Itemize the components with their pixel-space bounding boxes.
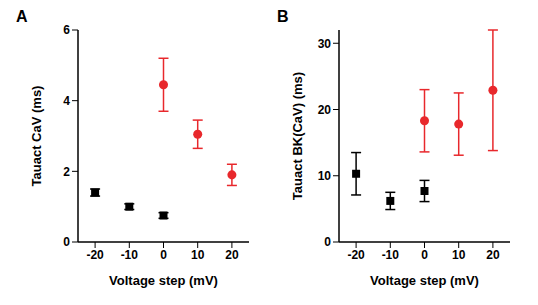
svg-text:Tauact CaV (ms): Tauact CaV (ms) bbox=[29, 86, 44, 187]
html-text:A: A bbox=[16, 8, 28, 25]
svg-text:10: 10 bbox=[318, 169, 332, 183]
html-text:B: B bbox=[277, 8, 289, 25]
svg-text:20: 20 bbox=[225, 248, 239, 262]
svg-text:Tauact BK(CaV) (ms): Tauact BK(CaV) (ms) bbox=[290, 72, 305, 200]
svg-text:0: 0 bbox=[160, 248, 167, 262]
svg-text:10: 10 bbox=[452, 248, 466, 262]
svg-text:20: 20 bbox=[318, 103, 332, 117]
svg-text:10: 10 bbox=[191, 248, 205, 262]
svg-text:4: 4 bbox=[63, 94, 70, 108]
svg-text:6: 6 bbox=[63, 23, 70, 37]
svg-text:30: 30 bbox=[318, 37, 332, 51]
svg-text:Voltage step (mV): Voltage step (mV) bbox=[370, 273, 479, 288]
svg-text:0: 0 bbox=[324, 235, 331, 249]
svg-text:20: 20 bbox=[486, 248, 500, 262]
svg-text:-10: -10 bbox=[121, 248, 139, 262]
svg-text:-20: -20 bbox=[86, 248, 104, 262]
svg-text:2: 2 bbox=[63, 165, 70, 179]
svg-text:0: 0 bbox=[421, 248, 428, 262]
svg-text:0: 0 bbox=[63, 235, 70, 249]
svg-text:Voltage step (mV): Voltage step (mV) bbox=[109, 273, 218, 288]
svg-text:-20: -20 bbox=[347, 248, 365, 262]
svg-text:-10: -10 bbox=[382, 248, 400, 262]
